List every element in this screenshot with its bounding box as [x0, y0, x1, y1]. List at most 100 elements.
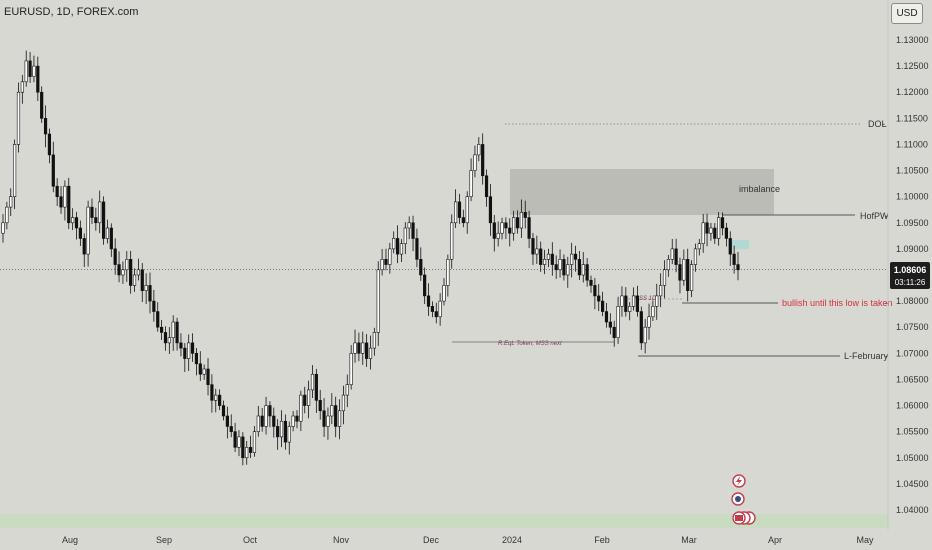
bullish-candle [693, 248, 698, 265]
bearish-candle [67, 185, 71, 224]
bearish-candle [608, 321, 612, 328]
bullish-candle [701, 222, 705, 244]
bullish-candle [256, 415, 260, 432]
bearish-candle [225, 415, 229, 427]
bullish-candle [291, 415, 295, 427]
bullish-candle [438, 300, 442, 318]
bearish-candle [531, 238, 535, 255]
bullish-candle [473, 154, 477, 171]
bearish-candle [90, 206, 94, 218]
bullish-candle [252, 431, 257, 453]
bearish-candle [148, 285, 152, 302]
lightning-icon [736, 476, 742, 486]
bullish-candle [9, 196, 13, 208]
x-tick-label: Feb [594, 535, 610, 545]
bearish-candle [527, 217, 531, 239]
bearish-candle [233, 431, 237, 448]
x-tick-label: May [856, 535, 874, 545]
bullish-candle [542, 259, 547, 265]
countdown-timer: 03:11:26 [895, 278, 926, 287]
x-axis[interactable]: Aug Sep Oct Nov Dec 2024 Feb Mar Apr May [62, 535, 874, 545]
bullish-candle [245, 447, 249, 459]
bearish-candle [395, 238, 400, 255]
bullish-candle [1, 222, 5, 234]
bearish-candle [415, 238, 419, 260]
bullish-candle [670, 248, 674, 260]
bearish-candle [593, 285, 597, 297]
bearish-candle [365, 342, 369, 359]
bearish-candle [674, 248, 678, 265]
bearish-candle [589, 279, 593, 286]
bullish-candle [24, 60, 28, 83]
bearish-candle [523, 212, 527, 218]
bullish-candle [307, 389, 311, 406]
bullish-candle [13, 144, 17, 197]
bearish-candle [179, 342, 183, 349]
y-tick-label: 1.11000 [896, 139, 928, 149]
bearish-candle [82, 238, 86, 255]
imbalance-zone[interactable] [510, 169, 774, 215]
current-price-value: 1.08606 [894, 265, 927, 275]
bullish-candle [399, 243, 404, 255]
bullish-candle [326, 415, 330, 427]
bearish-candle [539, 248, 543, 265]
bullish-candle [132, 274, 137, 286]
bearish-candle [318, 400, 322, 412]
bullish-candle [105, 227, 110, 239]
bearish-candle [183, 347, 187, 359]
bearish-candle [423, 274, 427, 297]
y-tick-label: 1.05500 [896, 427, 929, 437]
bearish-candle [728, 238, 732, 255]
bullish-candle [647, 316, 651, 328]
imbalance-label: imbalance [739, 184, 780, 194]
event-icons[interactable] [731, 474, 756, 525]
bullish-candle [144, 285, 148, 291]
bullish-candle [376, 269, 380, 333]
y-tick-label: 1.06000 [896, 401, 929, 411]
y-tick-label: 1.06500 [896, 374, 929, 384]
bullish-candle [125, 259, 129, 271]
bullish-candle [535, 248, 539, 255]
bullish-candle [558, 259, 562, 271]
bullish-candle [264, 405, 268, 427]
lfebruary-label: L-February [844, 351, 889, 361]
target-zone-box [729, 240, 749, 249]
bearish-candle [218, 394, 222, 406]
bearish-candle [515, 217, 520, 229]
bearish-candle [198, 363, 202, 375]
bearish-candle [276, 426, 280, 438]
bullish-candle [16, 91, 21, 145]
symbol-title: EURUSD, 1D, FOREX.com [4, 6, 139, 18]
bearish-candle [322, 410, 326, 427]
bullish-candle [349, 353, 353, 385]
bearish-candle [334, 405, 338, 427]
bearish-candle [484, 175, 489, 197]
bullish-candle [643, 326, 647, 344]
x-tick-label: Apr [768, 535, 782, 545]
candles-group [1, 50, 740, 466]
dol-label: DOL [868, 119, 887, 129]
bearish-candle [635, 295, 640, 312]
bearish-candle [430, 306, 434, 312]
bullish-candle [496, 232, 500, 239]
bullish-candle [330, 405, 334, 417]
bearish-candle [554, 264, 558, 271]
y-tick-label: 1.04500 [896, 479, 929, 489]
bullish-candle [171, 321, 175, 338]
bullish-candle [659, 285, 663, 297]
y-tick-label: 1.10500 [896, 166, 929, 176]
bearish-candle [457, 201, 462, 218]
y-tick-label: 1.08000 [896, 296, 929, 306]
bullish-candle [465, 196, 469, 224]
bearish-candle [28, 60, 32, 77]
bearish-candle [705, 222, 709, 234]
currency-button[interactable]: USD [891, 3, 923, 24]
bearish-candle [732, 253, 736, 265]
bullish-candle [5, 206, 9, 224]
bearish-candle [283, 420, 287, 443]
dol-dash: - [882, 119, 885, 129]
bullish-candle [566, 264, 570, 276]
bullish-candle [666, 259, 670, 271]
bearish-candle [678, 264, 682, 281]
